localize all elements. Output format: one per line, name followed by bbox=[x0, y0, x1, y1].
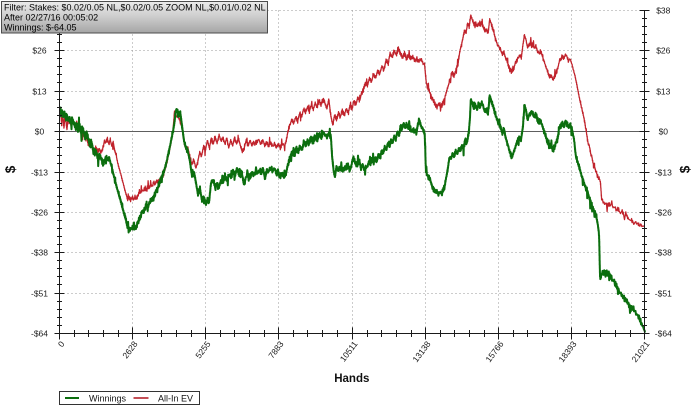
svg-text:-$13: -$13 bbox=[655, 168, 672, 178]
svg-text:$13: $13 bbox=[656, 87, 670, 97]
svg-text:-$26: -$26 bbox=[655, 208, 672, 218]
svg-text:$0: $0 bbox=[659, 127, 669, 137]
svg-text:-$51: -$51 bbox=[655, 289, 672, 299]
svg-text:-$51: -$51 bbox=[31, 289, 48, 299]
svg-text:$38: $38 bbox=[656, 6, 670, 16]
svg-text:-$38: -$38 bbox=[31, 248, 48, 258]
svg-text:Hands: Hands bbox=[334, 373, 369, 385]
svg-text:Filter: Stakes: $0.02/0.05 NL,: Filter: Stakes: $0.02/0.05 NL,$0.02/0.05… bbox=[4, 3, 266, 13]
svg-text:$: $ bbox=[3, 165, 18, 173]
svg-text:-$64: -$64 bbox=[31, 329, 48, 339]
svg-text:0: 0 bbox=[56, 339, 67, 349]
svg-text:-$26: -$26 bbox=[31, 208, 48, 218]
svg-text:$: $ bbox=[678, 165, 693, 173]
svg-text:$26: $26 bbox=[32, 46, 46, 56]
svg-text:-$13: -$13 bbox=[31, 168, 48, 178]
svg-text:-$38: -$38 bbox=[655, 248, 672, 258]
svg-text:-$64: -$64 bbox=[655, 329, 672, 339]
svg-text:$0: $0 bbox=[35, 127, 45, 137]
svg-text:All-In EV: All-In EV bbox=[158, 394, 193, 404]
svg-text:$13: $13 bbox=[32, 87, 46, 97]
svg-text:Winnings: $-64.05: Winnings: $-64.05 bbox=[4, 23, 77, 33]
svg-text:$26: $26 bbox=[656, 46, 670, 56]
svg-text:After 02/27/16 00:05:02: After 02/27/16 00:05:02 bbox=[4, 13, 98, 23]
svg-text:Winnings: Winnings bbox=[89, 394, 127, 404]
